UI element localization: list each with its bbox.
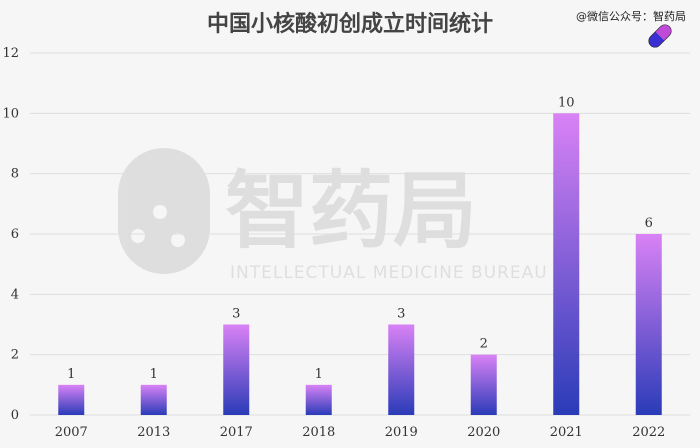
capsule-logo-icon [648,24,672,48]
bar-2018 [305,384,332,415]
x-tick-label: 2017 [220,425,253,440]
watermark-tagline: INTELLECTUAL MEDICINE BUREAU [230,263,548,283]
chart-title: 中国小核酸初创成立时间统计 [206,12,493,37]
data-label: 10 [558,95,575,110]
x-tick-label: 2007 [55,425,88,440]
y-tick-label: 4 [11,287,19,302]
bar-2021 [553,113,580,415]
x-tick-label: 2018 [302,425,335,440]
x-tick-label: 2020 [467,425,500,440]
data-labels: 1 1 3 1 3 2 10 6 [67,95,653,382]
bar-2007 [58,384,85,415]
watermark-brand: 智药局 [225,162,477,260]
bar-2017 [223,324,250,415]
watermark: 智药局 INTELLECTUAL MEDICINE BUREAU [118,148,548,283]
x-axis: 2007 2013 2017 2018 2019 2020 2021 2022 [55,425,666,440]
source-credit: @微信公众号：智药局 [576,10,686,23]
bar-2019 [388,324,415,415]
bars [58,113,662,415]
gridlines [30,52,690,416]
data-label: 3 [397,307,405,322]
data-label: 1 [150,367,158,382]
y-tick-label: 6 [11,227,19,242]
x-tick-label: 2022 [632,425,665,440]
y-tick-label: 0 [11,408,19,423]
watermark-pill-icon [118,148,210,274]
data-label: 6 [645,216,653,231]
x-tick-label: 2019 [385,425,418,440]
y-tick-label: 12 [2,46,19,61]
y-axis: 0 2 4 6 8 10 12 [2,46,19,423]
data-label: 1 [67,367,75,382]
y-tick-label: 2 [11,348,19,363]
x-tick-label: 2021 [550,425,583,440]
x-tick-label: 2013 [137,425,170,440]
data-label: 3 [232,307,240,322]
y-tick-label: 10 [2,106,19,121]
data-label: 1 [315,367,323,382]
y-tick-label: 8 [11,167,19,182]
bar-2020 [470,354,497,415]
bar-2013 [140,384,167,415]
data-label: 2 [480,337,488,352]
bar-2022 [635,234,662,415]
